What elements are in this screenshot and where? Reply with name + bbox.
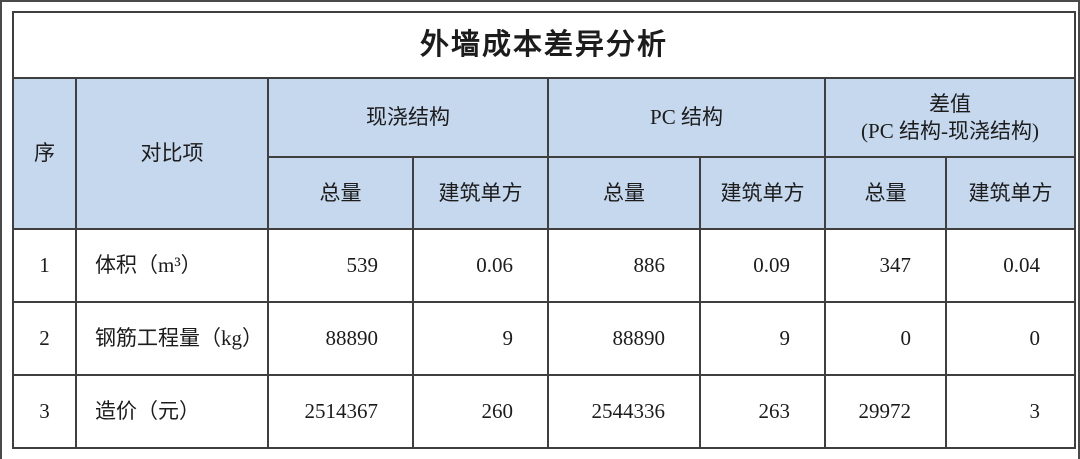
table-row: 1 体积（m³） 539 0.06 886 0.09 347 0.04 [12, 228, 1077, 303]
table-title: 外墙成本差异分析 [11, 11, 1077, 79]
cast-total: 539 [267, 228, 414, 303]
header-pc-unit: 建筑单方 [699, 156, 826, 230]
diff-unit: 0.04 [944, 228, 1077, 303]
pc-unit: 9 [699, 301, 826, 376]
header-item: 对比项 [75, 77, 269, 230]
header-diff-unit: 建筑单方 [944, 156, 1077, 230]
table-row: 2 钢筋工程量（kg） 88890 9 88890 9 0 0 [12, 301, 1077, 376]
cast-unit: 0.06 [412, 228, 549, 303]
pc-unit: 263 [699, 374, 826, 449]
pc-total: 88890 [547, 301, 701, 376]
cast-unit: 9 [412, 301, 549, 376]
diff-total: 347 [824, 228, 947, 303]
header-group-diff: 差值 (PC 结构-现浇结构) [823, 77, 1077, 158]
row-seq: 3 [12, 374, 77, 449]
cast-total: 88890 [267, 301, 414, 376]
pc-unit: 0.09 [699, 228, 826, 303]
diff-total: 0 [824, 301, 947, 376]
header-cast-unit: 建筑单方 [412, 156, 549, 230]
pc-total: 886 [547, 228, 701, 303]
diff-unit: 3 [944, 374, 1077, 449]
header-cast-total: 总量 [267, 156, 414, 230]
table-title-row: 外墙成本差异分析 [11, 11, 1077, 79]
header-pc-total: 总量 [547, 156, 701, 230]
row-seq: 1 [12, 228, 77, 303]
row-item-label: 体积（m³） [75, 228, 269, 303]
cast-total: 2514367 [267, 374, 414, 449]
table-row: 3 造价（元） 2514367 260 2544336 263 29972 3 [12, 374, 1077, 449]
pc-total: 2544336 [547, 374, 701, 449]
row-item-label: 钢筋工程量（kg） [75, 301, 269, 376]
header-diff-total: 总量 [824, 156, 947, 230]
cost-analysis-table: 外墙成本差异分析 序 对比项 现浇结构 PC 结构 差值 (PC 结构-现浇结构… [11, 11, 1077, 449]
row-seq: 2 [12, 301, 77, 376]
header-seq: 序 [12, 77, 77, 230]
header-group-pc: PC 结构 [547, 77, 826, 158]
diff-unit: 0 [944, 301, 1077, 376]
header-sub-row: 总量 建筑单方 总量 建筑单方 总量 建筑单方 [13, 156, 1077, 230]
diff-total: 29972 [824, 374, 947, 449]
header-group-row: 序 对比项 现浇结构 PC 结构 差值 (PC 结构-现浇结构) [12, 77, 1077, 230]
header-group-diff-line2: (PC 结构-现浇结构) [861, 118, 1039, 143]
row-item-label: 造价（元） [75, 374, 269, 449]
header-group-diff-line1: 差值 [929, 92, 971, 117]
header-group-cast: 现浇结构 [267, 77, 549, 158]
cast-unit: 260 [412, 374, 549, 449]
